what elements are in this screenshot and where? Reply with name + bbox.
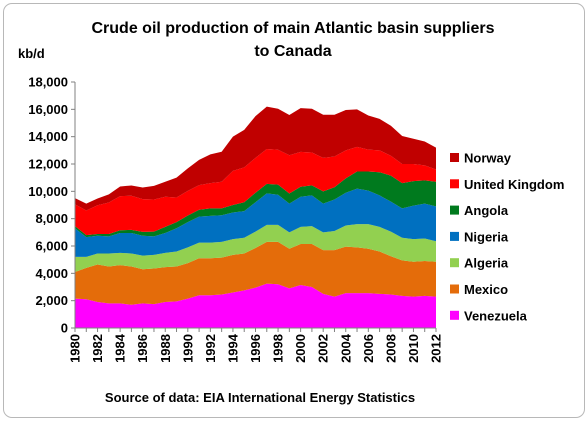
y-tick-label: 6,000	[35, 239, 68, 254]
chart-title-line-2: to Canada	[254, 43, 331, 60]
legend-swatch-algeria	[450, 258, 459, 268]
x-tick-label: 1980	[68, 334, 83, 363]
legend-swatch-nigeria	[450, 231, 459, 241]
x-tick-label: 2008	[383, 334, 398, 363]
y-tick-label: 2,000	[35, 293, 68, 308]
legend-label-venezuela: Venezuela	[464, 308, 528, 323]
area-series-group	[75, 106, 436, 328]
x-tick-label: 1998	[271, 334, 286, 363]
x-tick-label: 2004	[338, 333, 353, 363]
y-tick-label: 0	[61, 321, 68, 336]
x-tick-label: 1992	[203, 334, 218, 363]
area-nigeria	[75, 188, 436, 257]
y-axis-unit-label: kb/d	[18, 46, 45, 61]
x-tick-label: 1986	[135, 334, 150, 363]
x-tick-label: 1994	[225, 333, 240, 363]
area-united-kingdom	[75, 146, 436, 236]
legend-label-algeria: Algeria	[464, 256, 509, 271]
y-tick-label: 18,000	[28, 75, 68, 90]
x-tick-label: 2006	[361, 334, 376, 363]
legend-swatch-mexico	[450, 284, 459, 294]
area-angola	[75, 171, 436, 238]
x-tick-label: 1996	[248, 334, 263, 363]
legend: Norway United Kingdom Angola Nigeria Algeria…	[450, 151, 564, 323]
y-tick-label: 10,000	[28, 184, 68, 199]
y-tick-label: 4,000	[35, 266, 68, 281]
legend-swatch-angola	[450, 205, 459, 215]
legend-label-united-kingdom: United Kingdom	[464, 177, 564, 192]
legend-label-mexico: Mexico	[464, 282, 508, 297]
legend-swatch-united-kingdom	[450, 179, 459, 189]
x-tick-label: 2002	[316, 334, 331, 363]
area-norway	[75, 106, 436, 211]
area-mexico	[75, 241, 436, 305]
legend-swatch-norway	[450, 153, 459, 162]
legend-swatch-venezuela	[450, 310, 459, 320]
y-tick-label: 12,000	[28, 157, 68, 172]
x-tick-label: 1982	[90, 334, 105, 363]
x-tick-label: 2012	[429, 334, 444, 363]
x-tick-label: 1984	[113, 333, 128, 363]
legend-label-angola: Angola	[464, 203, 509, 218]
x-tick-label: 2000	[293, 334, 308, 363]
legend-label-norway: Norway	[464, 151, 512, 166]
area-venezuela	[75, 283, 436, 328]
chart-title-line-1: Crude oil production of main Atlantic ba…	[92, 20, 495, 37]
legend-label-nigeria: Nigeria	[464, 229, 509, 244]
x-tick-label: 2010	[406, 334, 421, 363]
y-tick-label: 16,000	[28, 102, 68, 117]
area-algeria	[75, 224, 436, 272]
axes-group: 0 2,000 4,000 6,000 8,000 10,000 12,000 14,000 1…	[28, 75, 443, 363]
y-tick-label: 14,000	[28, 129, 68, 144]
x-tick-label: 1990	[180, 334, 195, 363]
y-tick-label: 8,000	[35, 211, 68, 226]
x-tick-label: 1988	[158, 334, 173, 363]
source-note: Source of data: EIA International Energy…	[105, 390, 415, 405]
